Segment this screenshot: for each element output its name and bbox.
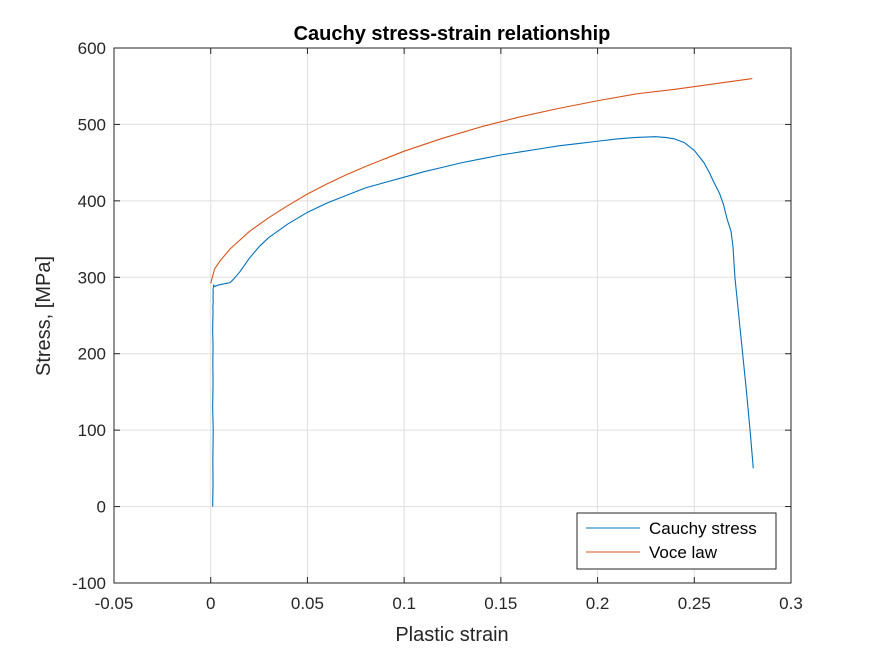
y-tick-label: 200 bbox=[78, 345, 106, 364]
x-tick-label: 0.2 bbox=[586, 594, 610, 613]
ticks bbox=[113, 47, 792, 584]
chart-title: Cauchy stress-strain relationship bbox=[294, 23, 611, 45]
tick-labels: -0.05 0 0.05 0.1 0.15 0.2 0.25 0.3 -100 0 100 200 30… bbox=[72, 39, 803, 613]
y-tick-label: 500 bbox=[78, 115, 106, 134]
series-line-cauchy-stress bbox=[212, 136, 754, 507]
series-layer bbox=[210, 78, 754, 507]
x-axis-title: Plastic strain bbox=[395, 624, 508, 646]
legend-label-cauchy-stress: Cauchy stress bbox=[649, 519, 757, 538]
y-axis-title: Stress, [MPa] bbox=[33, 256, 55, 376]
y-tick-label: 600 bbox=[78, 39, 106, 58]
y-tick-label: 100 bbox=[78, 421, 106, 440]
y-tick-label: 300 bbox=[78, 268, 106, 287]
legend: Cauchy stress Voce law bbox=[576, 512, 777, 570]
plot-frame bbox=[113, 47, 792, 584]
plot-area bbox=[114, 48, 791, 583]
legend-box bbox=[576, 512, 777, 570]
x-tick-label: 0 bbox=[206, 594, 215, 613]
x-tick-label: -0.05 bbox=[95, 594, 134, 613]
x-tick-label: 0.15 bbox=[484, 594, 517, 613]
x-tick-label: 0.05 bbox=[291, 594, 324, 613]
y-tick-label: 400 bbox=[78, 192, 106, 211]
y-tick-label: 0 bbox=[97, 498, 106, 517]
x-tick-label: 0.1 bbox=[392, 594, 416, 613]
x-tick-label: 0.25 bbox=[678, 594, 711, 613]
x-tick-label: 0.3 bbox=[779, 594, 803, 613]
legend-label-voce-law: Voce law bbox=[649, 543, 718, 562]
y-tick-label: -100 bbox=[72, 574, 106, 593]
series-line-voce-law bbox=[210, 78, 753, 284]
